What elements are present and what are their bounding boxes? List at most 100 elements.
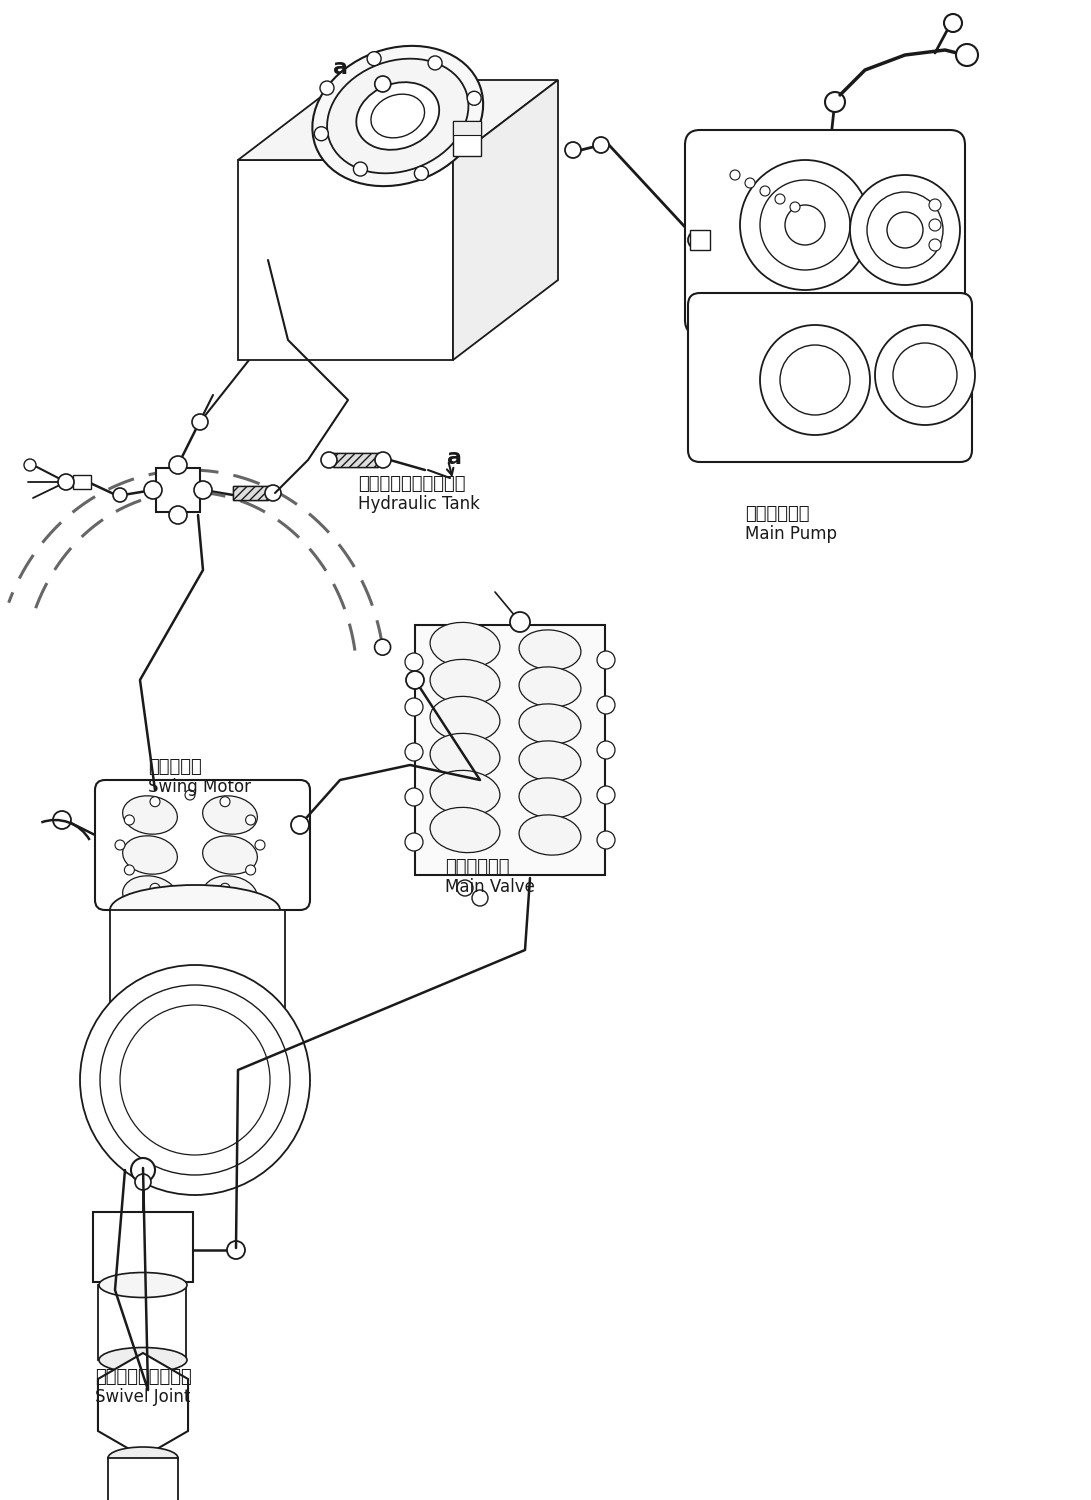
Circle shape — [353, 162, 368, 176]
Circle shape — [457, 880, 473, 896]
Circle shape — [149, 796, 160, 807]
Circle shape — [509, 612, 530, 632]
Circle shape — [375, 452, 391, 468]
Bar — [238, 160, 453, 360]
Circle shape — [405, 742, 423, 760]
Circle shape — [467, 92, 481, 105]
Ellipse shape — [357, 82, 440, 150]
Circle shape — [135, 1174, 151, 1190]
Text: Hydraulic Tank: Hydraulic Tank — [358, 495, 480, 513]
Circle shape — [875, 326, 975, 424]
Circle shape — [786, 206, 825, 245]
Ellipse shape — [108, 1448, 178, 1468]
Text: メインバルブ: メインバルブ — [445, 858, 509, 876]
Circle shape — [113, 488, 127, 502]
Bar — [453, 122, 481, 135]
Circle shape — [887, 211, 923, 248]
Circle shape — [227, 1240, 245, 1258]
Circle shape — [461, 136, 476, 152]
Circle shape — [120, 1005, 269, 1155]
Ellipse shape — [430, 660, 500, 705]
Circle shape — [192, 414, 208, 430]
Circle shape — [597, 696, 615, 714]
Ellipse shape — [110, 986, 280, 1035]
FancyBboxPatch shape — [685, 130, 966, 334]
Bar — [415, 626, 606, 874]
Circle shape — [790, 202, 800, 211]
Circle shape — [594, 136, 609, 153]
Ellipse shape — [519, 815, 580, 855]
Ellipse shape — [519, 704, 580, 744]
Ellipse shape — [203, 836, 257, 874]
Circle shape — [760, 326, 870, 435]
Circle shape — [405, 652, 423, 670]
Polygon shape — [453, 80, 558, 360]
Ellipse shape — [110, 885, 280, 934]
Text: メインポンプ: メインポンプ — [745, 506, 810, 524]
Text: a: a — [333, 58, 348, 78]
Text: Main Pump: Main Pump — [745, 525, 837, 543]
Ellipse shape — [203, 796, 257, 834]
Bar — [453, 122, 481, 156]
Ellipse shape — [430, 622, 500, 668]
Circle shape — [405, 698, 423, 715]
Ellipse shape — [519, 741, 580, 782]
Text: a: a — [447, 448, 463, 468]
Circle shape — [472, 890, 488, 906]
Ellipse shape — [519, 778, 580, 818]
Circle shape — [149, 884, 160, 894]
Text: Swivel Joint: Swivel Joint — [95, 1388, 190, 1406]
Bar — [110, 910, 285, 1010]
Text: Main Valve: Main Valve — [445, 878, 535, 896]
Circle shape — [144, 482, 161, 500]
Circle shape — [780, 345, 850, 416]
Circle shape — [825, 92, 846, 112]
Circle shape — [597, 831, 615, 849]
Circle shape — [367, 51, 381, 66]
Circle shape — [80, 964, 310, 1196]
Ellipse shape — [430, 696, 500, 741]
Polygon shape — [238, 80, 558, 160]
Circle shape — [58, 474, 74, 490]
Circle shape — [740, 160, 870, 290]
Circle shape — [760, 186, 770, 196]
Circle shape — [321, 452, 337, 468]
Circle shape — [867, 192, 943, 268]
FancyBboxPatch shape — [95, 780, 310, 910]
Circle shape — [597, 741, 615, 759]
Bar — [156, 468, 200, 512]
Ellipse shape — [122, 796, 178, 834]
Bar — [690, 230, 710, 251]
Circle shape — [850, 176, 960, 285]
Circle shape — [265, 484, 281, 501]
Circle shape — [597, 786, 615, 804]
Circle shape — [374, 76, 391, 92]
Bar — [108, 1458, 178, 1500]
Circle shape — [185, 790, 195, 800]
Ellipse shape — [430, 734, 500, 778]
Circle shape — [405, 833, 423, 850]
Circle shape — [374, 639, 391, 656]
Circle shape — [405, 788, 423, 806]
Circle shape — [565, 142, 582, 158]
Bar — [333, 453, 377, 466]
Circle shape — [194, 482, 212, 500]
Bar — [98, 1286, 185, 1360]
Circle shape — [760, 180, 850, 270]
Circle shape — [53, 812, 71, 830]
Circle shape — [115, 840, 125, 850]
Circle shape — [775, 194, 786, 204]
Circle shape — [100, 986, 290, 1174]
Circle shape — [314, 126, 328, 141]
Circle shape — [428, 56, 442, 70]
Ellipse shape — [122, 876, 178, 914]
Text: 旋回モータ: 旋回モータ — [148, 758, 202, 776]
Ellipse shape — [519, 630, 580, 670]
Bar — [73, 476, 91, 489]
Circle shape — [185, 890, 195, 900]
Circle shape — [291, 816, 309, 834]
Ellipse shape — [122, 836, 178, 874]
Ellipse shape — [430, 807, 500, 852]
Bar — [233, 486, 268, 500]
Circle shape — [730, 170, 740, 180]
